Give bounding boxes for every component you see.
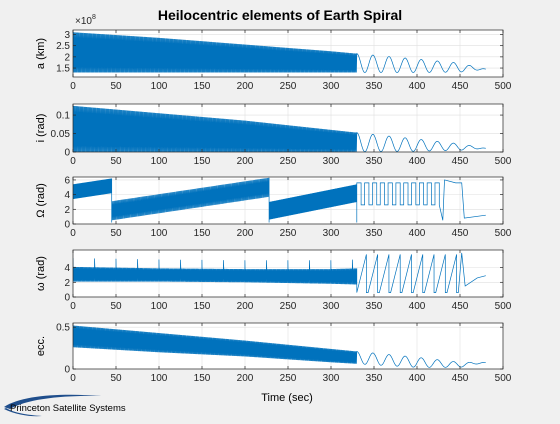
y-tick-label: 0 xyxy=(64,365,70,376)
x-tick-label: 500 xyxy=(495,156,512,167)
x-tick-label: 400 xyxy=(409,228,426,239)
series-line-1 xyxy=(73,32,486,73)
y-tick-label: 2.5 xyxy=(56,41,70,52)
subplot-1: 0 50 100 150 200 250 300 350 400 450 500 1.522.53 a … xyxy=(35,29,512,92)
x-tick-label: 300 xyxy=(323,81,340,92)
y-tick-label: 2 xyxy=(64,205,70,216)
y-tick-label: 2 xyxy=(64,52,70,63)
x-tick-label: 350 xyxy=(366,156,383,167)
y-tick-label: 1.5 xyxy=(56,64,70,75)
x-tick-label: 500 xyxy=(495,228,512,239)
y-tick-label: 0.5 xyxy=(56,323,70,334)
x-tick-label: 450 xyxy=(452,81,469,92)
y-axis-label: i (rad) xyxy=(35,114,47,143)
series-line-1 xyxy=(73,325,486,368)
y-tick-label: 0.05 xyxy=(51,129,71,140)
series-line-1 xyxy=(73,105,486,152)
x-tick-label: 200 xyxy=(237,301,254,312)
x-tick-label: 50 xyxy=(110,156,122,167)
subplot-5: 0 50 100 150 200 250 300 350 400 450 500 0 0.5 ecc. xyxy=(35,322,512,384)
x-tick-label: 400 xyxy=(409,373,426,384)
y-tick-label: 3 xyxy=(64,30,70,41)
logo-text: Princeton Satellite Systems xyxy=(10,403,126,414)
x-tick-label: 350 xyxy=(366,81,383,92)
x-tick-label: 100 xyxy=(151,373,168,384)
x-tick-label: 350 xyxy=(366,373,383,384)
x-tick-label: 350 xyxy=(366,228,383,239)
y-axis-label: ecc. xyxy=(35,336,47,356)
y-tick-label: 0.1 xyxy=(56,111,70,122)
x-tick-label: 250 xyxy=(280,81,297,92)
x-tick-label: 300 xyxy=(323,156,340,167)
x-tick-label: 0 xyxy=(70,156,76,167)
subplot-3: 0 50 100 150 200 250 300 350 400 450 500 0 2 4 6 Ω (rad… xyxy=(35,175,512,239)
logo-swoosh-icon: Princeton Satellite Systems xyxy=(4,394,126,417)
subplot-4: 0 50 100 150 200 250 300 350 400 450 500 0 2 4 ω (rad) xyxy=(35,249,512,312)
x-tick-label: 100 xyxy=(151,81,168,92)
figure-title: Heilocentric elements of Earth Spiral xyxy=(158,7,402,23)
x-tick-label: 400 xyxy=(409,81,426,92)
x-tick-label: 200 xyxy=(237,373,254,384)
y-tick-label: 0 xyxy=(64,293,70,304)
series-line-1 xyxy=(73,252,486,293)
y-tick-label: 0 xyxy=(64,220,70,231)
x-tick-label: 50 xyxy=(110,301,122,312)
x-tick-label: 150 xyxy=(194,81,211,92)
x-axis-label: Time (sec) xyxy=(261,392,313,404)
x-tick-label: 200 xyxy=(237,156,254,167)
subplot-2: 0 50 100 150 200 250 300 350 400 450 500 0 0.05 0.1 i … xyxy=(35,103,512,167)
x-tick-label: 50 xyxy=(110,373,122,384)
x-tick-label: 150 xyxy=(194,373,211,384)
x-tick-label: 0 xyxy=(70,228,76,239)
x-tick-label: 500 xyxy=(495,301,512,312)
y-multiplier-base: ×10 xyxy=(75,16,92,27)
x-tick-label: 350 xyxy=(366,301,383,312)
y-tick-label: 4 xyxy=(64,190,70,201)
y-multiplier-exponent: 8 xyxy=(92,14,96,21)
x-tick-label: 0 xyxy=(70,373,76,384)
x-tick-label: 450 xyxy=(452,373,469,384)
x-tick-label: 100 xyxy=(151,301,168,312)
x-tick-label: 450 xyxy=(452,301,469,312)
x-tick-label: 100 xyxy=(151,228,168,239)
x-tick-label: 200 xyxy=(237,228,254,239)
subplot-panels: 0 50 100 150 200 250 300 350 400 450 5001.522.53a … xyxy=(35,29,512,384)
x-tick-label: 50 xyxy=(110,228,122,239)
x-tick-label: 0 xyxy=(70,81,76,92)
y-tick-label: 6 xyxy=(64,175,70,186)
x-tick-label: 300 xyxy=(323,373,340,384)
y-tick-label: 4 xyxy=(64,263,70,274)
x-tick-label: 200 xyxy=(237,81,254,92)
x-tick-label: 150 xyxy=(194,228,211,239)
y-tick-label: 2 xyxy=(64,278,70,289)
x-tick-label: 300 xyxy=(323,301,340,312)
y-axis-label: a (km) xyxy=(35,38,47,69)
x-tick-label: 100 xyxy=(151,156,168,167)
x-tick-label: 250 xyxy=(280,373,297,384)
x-tick-label: 300 xyxy=(323,228,340,239)
y-axis-label: ω (rad) xyxy=(35,256,47,291)
x-tick-label: 250 xyxy=(280,228,297,239)
logo: Princeton Satellite Systems xyxy=(2,393,202,419)
x-tick-label: 450 xyxy=(452,228,469,239)
x-tick-label: 500 xyxy=(495,81,512,92)
x-tick-label: 0 xyxy=(70,301,76,312)
x-tick-label: 500 xyxy=(495,373,512,384)
x-tick-label: 150 xyxy=(194,301,211,312)
x-tick-label: 250 xyxy=(280,156,297,167)
x-tick-label: 400 xyxy=(409,156,426,167)
x-tick-label: 150 xyxy=(194,156,211,167)
x-tick-label: 450 xyxy=(452,156,469,167)
x-tick-label: 250 xyxy=(280,301,297,312)
y-axis-label: Ω (rad) xyxy=(35,183,47,218)
x-tick-label: 400 xyxy=(409,301,426,312)
series-line-1 xyxy=(73,177,486,223)
x-tick-label: 50 xyxy=(110,81,122,92)
y-tick-label: 0 xyxy=(64,148,70,159)
